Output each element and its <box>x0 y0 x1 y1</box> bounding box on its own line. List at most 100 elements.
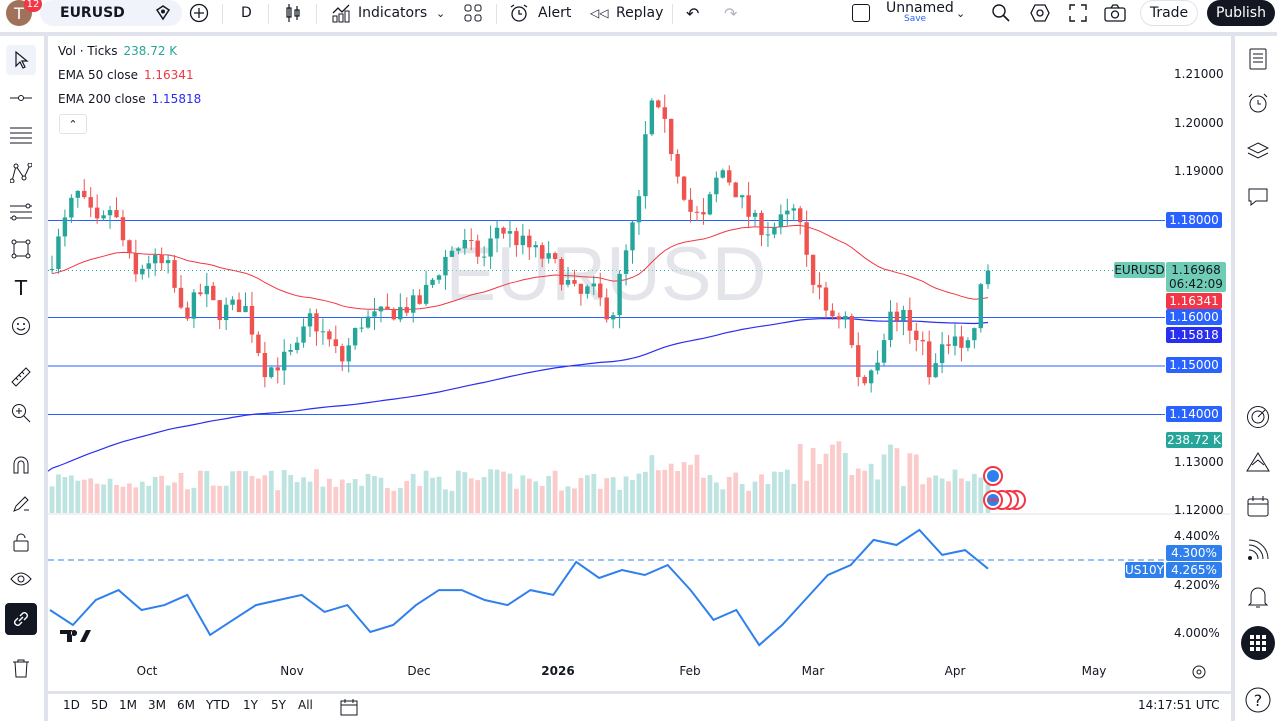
alarm-clock-icon[interactable] <box>508 2 530 24</box>
candle <box>127 240 132 254</box>
watchlist-icon[interactable] <box>1243 44 1273 74</box>
range-ytd[interactable]: YTD <box>206 698 230 712</box>
symbol-name[interactable]: EURUSD <box>60 5 125 21</box>
link-sync-icon[interactable] <box>5 603 37 635</box>
volume-bar <box>81 479 87 513</box>
settings-hexagon-icon[interactable] <box>1029 2 1051 24</box>
rectangle-shape-icon[interactable] <box>6 234 36 264</box>
candle <box>217 300 222 320</box>
redo-icon[interactable]: ↷ <box>724 3 738 23</box>
candle <box>198 292 203 295</box>
eye-visibility-icon[interactable] <box>6 564 36 594</box>
ema200-legend[interactable]: EMA 200 close 1.15818 <box>58 92 201 106</box>
lock-icon[interactable] <box>6 527 36 557</box>
watchlist-diamond-icon[interactable] <box>144 0 182 26</box>
chat-icon[interactable] <box>1243 182 1273 212</box>
candlestick-chart-type-icon[interactable] <box>283 2 303 24</box>
candle <box>985 270 991 285</box>
fib-retracement-icon[interactable] <box>6 197 36 227</box>
range-3m[interactable]: 3M <box>148 698 166 712</box>
help-question-icon[interactable]: ? <box>1243 685 1273 715</box>
symbol-search[interactable] <box>40 0 144 26</box>
trade-button[interactable]: Trade <box>1140 0 1198 26</box>
candle <box>927 341 932 378</box>
candle <box>340 346 345 362</box>
hline-label-116[interactable]: 1.16000 <box>1166 309 1222 325</box>
text-tool-icon[interactable]: T <box>14 276 28 300</box>
hline-label-115[interactable]: 1.15000 <box>1166 357 1222 373</box>
time-axis-settings-icon[interactable] <box>1192 665 1206 679</box>
layout-checkbox[interactable] <box>852 4 870 22</box>
quick-search-icon[interactable] <box>990 2 1012 24</box>
economic-event-markers[interactable] <box>983 466 1026 510</box>
zoom-in-icon[interactable] <box>6 398 36 428</box>
candle <box>475 240 480 257</box>
indicators-button[interactable]: Indicators <box>358 5 428 21</box>
candle <box>540 245 545 259</box>
alerts-clock-icon[interactable] <box>1243 88 1273 118</box>
candle <box>327 331 332 340</box>
magnet-icon[interactable] <box>6 450 36 480</box>
volume-bar <box>275 490 281 513</box>
layout-chevron-icon[interactable]: ⌄ <box>956 6 966 20</box>
candle <box>49 268 55 270</box>
go-to-date-calendar-icon[interactable] <box>338 696 360 718</box>
replay-button[interactable]: Replay <box>616 5 664 21</box>
candle <box>436 275 442 280</box>
volume-bar <box>468 478 474 513</box>
clock-timezone[interactable]: 14:17:51 UTC <box>1138 698 1220 712</box>
range-all[interactable]: All <box>298 698 313 712</box>
range-1y[interactable]: 1Y <box>243 698 258 712</box>
collapse-legend-chevron-icon[interactable]: ⌃ <box>59 114 87 134</box>
news-feed-icon[interactable] <box>1243 535 1273 565</box>
horizontal-lines-icon[interactable] <box>6 120 36 150</box>
range-5y[interactable]: 5Y <box>271 698 286 712</box>
notifications-bell-icon[interactable] <box>1243 582 1273 612</box>
fullscreen-icon[interactable] <box>1067 2 1089 24</box>
pattern-icon[interactable] <box>6 158 36 188</box>
hline-label-118[interactable]: 1.18000 <box>1166 212 1222 228</box>
volume-bar <box>726 476 732 513</box>
technicals-target-icon[interactable] <box>1243 402 1273 432</box>
undo-icon[interactable]: ↶ <box>686 3 700 23</box>
layouts-grid-icon[interactable] <box>462 2 484 24</box>
save-status[interactable]: Save <box>904 14 927 24</box>
candle <box>643 134 648 197</box>
products-apps-icon[interactable] <box>1241 626 1275 660</box>
trash-delete-icon[interactable] <box>6 653 36 683</box>
range-1m[interactable]: 1M <box>119 698 137 712</box>
ruler-measure-icon[interactable] <box>6 362 36 392</box>
ema50-legend[interactable]: EMA 50 close 1.16341 <box>58 68 194 82</box>
candle <box>836 316 842 320</box>
layout-name[interactable]: Unnamed <box>886 0 954 16</box>
chart-pane[interactable] <box>48 36 1231 691</box>
volume-legend[interactable]: Vol · Ticks 238.72 K <box>58 44 177 58</box>
stay-in-drawing-mode-icon[interactable] <box>6 489 36 519</box>
interval-button[interactable]: D <box>241 5 252 21</box>
replay-rewind-icon[interactable]: ◁◁ <box>590 6 609 20</box>
range-5d[interactable]: 5D <box>91 698 108 712</box>
calendar-icon[interactable] <box>1243 491 1273 521</box>
camera-snapshot-icon[interactable] <box>1103 2 1127 24</box>
volume-bar <box>114 484 119 513</box>
alert-button[interactable]: Alert <box>538 5 572 21</box>
indicators-dropdown-chevron-icon[interactable]: ⌄ <box>436 6 446 20</box>
trend-line-icon[interactable] <box>6 83 36 113</box>
indicators-icon[interactable] <box>330 2 352 24</box>
range-6m[interactable]: 6M <box>177 698 195 712</box>
publish-button[interactable]: Publish <box>1207 0 1275 26</box>
range-1d[interactable]: 1D <box>63 698 80 712</box>
ema50-line <box>51 224 989 311</box>
volume-bar <box>333 486 339 513</box>
compare-symbol-plus-icon[interactable] <box>188 2 210 24</box>
hline-label-114[interactable]: 1.14000 <box>1166 406 1222 422</box>
volume-bar <box>868 463 874 513</box>
volume-bar <box>391 490 397 513</box>
last-price-label: 1.16968 06:42:09 <box>1166 262 1226 292</box>
candle <box>688 199 693 212</box>
object-tree-layers-icon[interactable] <box>1243 136 1273 166</box>
emoji-smiley-icon[interactable] <box>6 311 36 341</box>
ideas-triangle-icon[interactable] <box>1243 447 1273 477</box>
cursor-arrow-icon[interactable] <box>6 45 36 75</box>
